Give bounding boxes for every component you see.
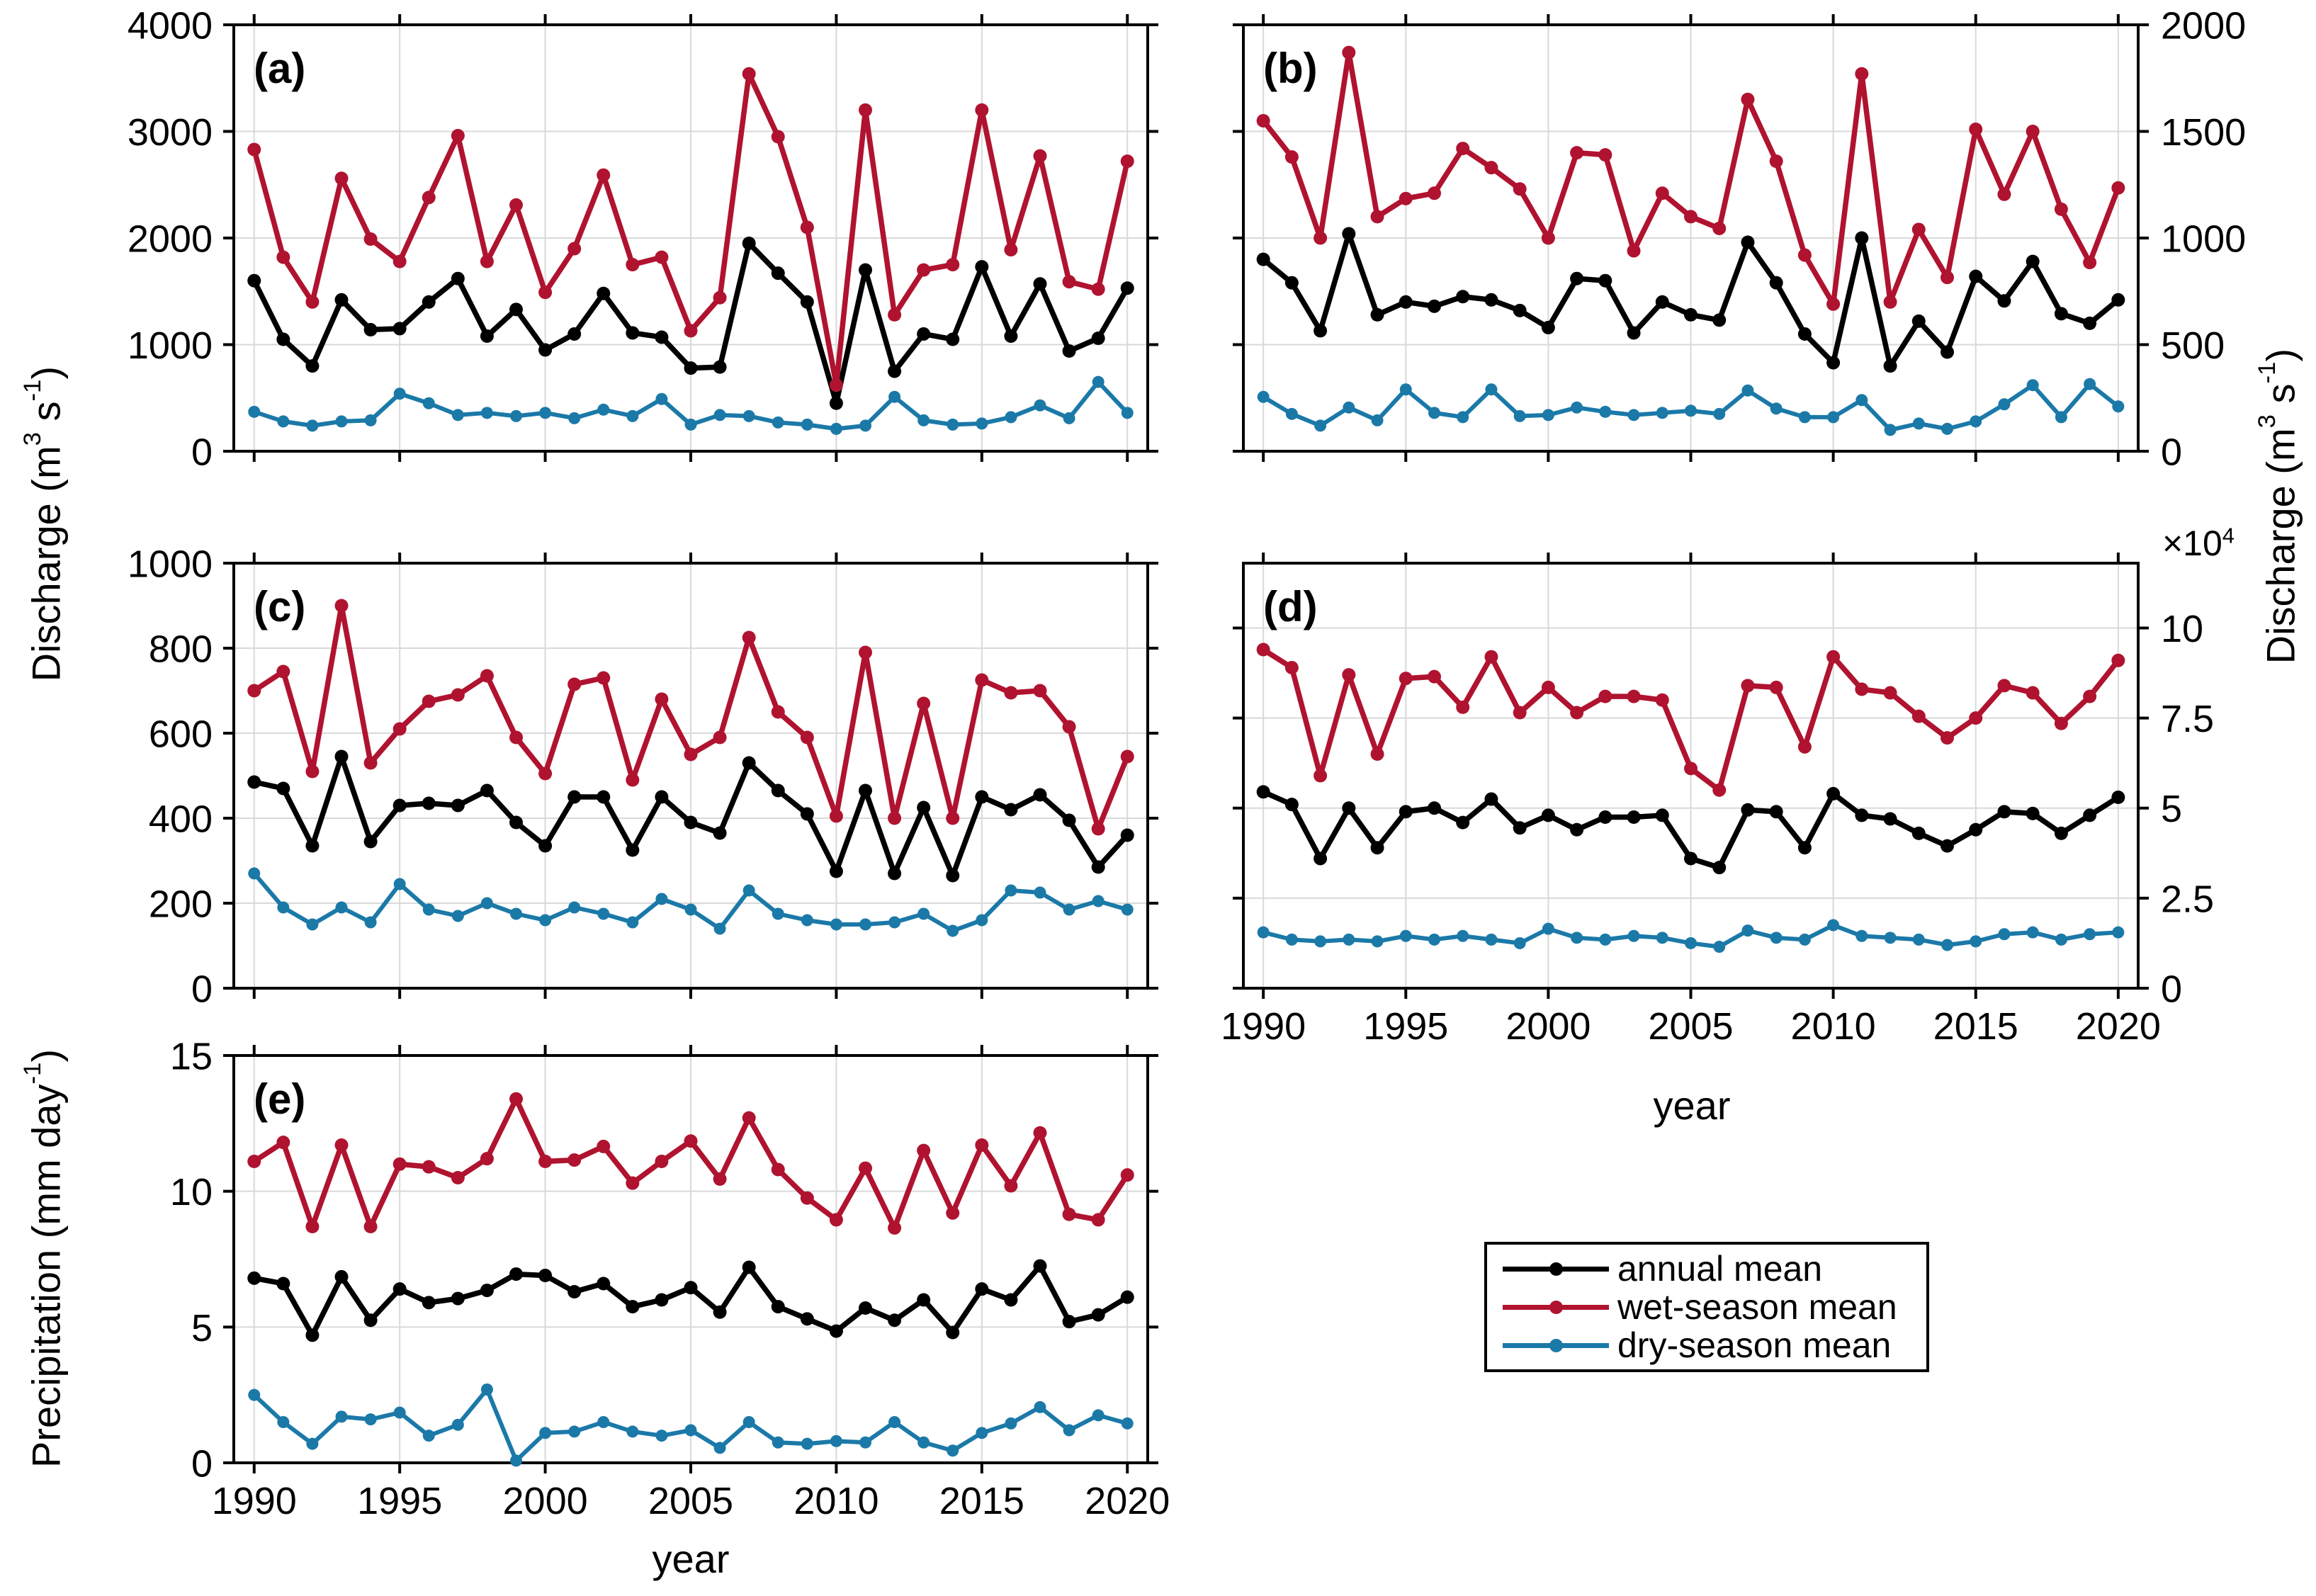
ytick-label: 1500 [2161, 111, 2246, 154]
ytick-label: 0 [191, 431, 213, 473]
panel-label-a: (a) [254, 45, 305, 92]
ytick-label: 2.5 [2161, 878, 2214, 920]
ytick-label: 0 [2161, 968, 2182, 1010]
legend-label: wet-season mean [1617, 1287, 1897, 1327]
xtick-label: 2000 [503, 1480, 588, 1522]
y-axis-label-discharge-right: Discharge (m3 s-1) [2253, 349, 2303, 664]
xtick-label: 1990 [1221, 1005, 1306, 1048]
panel-d: 0 2.5 5 7.5 10 1990 1995 2000 2005 2010 2015 2020 (d… [1221, 553, 2214, 1048]
xtick-label: 2005 [1648, 1005, 1733, 1048]
ytick-label: 7.5 [2161, 698, 2214, 740]
ytick-label: 10 [170, 1171, 213, 1213]
panel-label-c: (c) [254, 583, 305, 630]
ytick-label: 1000 [2161, 217, 2246, 260]
ytick-label: 600 [149, 713, 213, 755]
ytick-label: 500 [2161, 324, 2225, 367]
ytick-label: 200 [149, 883, 213, 925]
ytick-label: 800 [149, 628, 213, 670]
xtick-label: 2020 [2076, 1005, 2161, 1048]
xtick-label: 1995 [1363, 1005, 1448, 1048]
legend-label: dry-season mean [1617, 1325, 1892, 1365]
annual-mean-line-icon [1503, 1261, 1609, 1277]
xtick-label: 2015 [939, 1480, 1024, 1522]
dry-season-mean-line-icon [1503, 1337, 1609, 1353]
wet-season-mean-line-icon [1503, 1299, 1609, 1315]
panel-a: 0 1000 2000 3000 4000 (a) [128, 4, 1158, 473]
panel-e: 0 5 10 15 1990 1995 2000 2005 2010 2015 2020 (e) [170, 1035, 1170, 1522]
panel-label-d: (d) [1263, 583, 1318, 630]
xtick-label: 2005 [648, 1480, 733, 1522]
xtick-label: 2000 [1506, 1005, 1591, 1048]
panel-c: 0 200 400 600 800 1000 (c) [128, 543, 1158, 1010]
ytick-label: 1000 [128, 543, 213, 585]
xtick-label: 2015 [1933, 1005, 2018, 1048]
ytick-label: 15 [170, 1035, 213, 1077]
legend-item-wet-season-mean: wet-season mean [1487, 1287, 1926, 1327]
ytick-label: 400 [149, 798, 213, 840]
xtick-label: 2020 [1085, 1480, 1170, 1522]
legend: annual mean wet-season mean dry-season m… [1484, 1242, 1929, 1372]
ytick-label: 5 [2161, 788, 2182, 830]
ytick-label: 5 [191, 1307, 213, 1349]
ytick-label: 3000 [128, 111, 213, 154]
x-axis-label-year-panel-e: year [652, 1536, 730, 1581]
ytick-label: 0 [191, 1442, 213, 1485]
panel-label-b: (b) [1263, 45, 1318, 92]
ytick-label: 2000 [2161, 4, 2246, 47]
y-axis-label-discharge-left: Discharge (m3 s-1) [18, 366, 69, 682]
legend-label: annual mean [1617, 1249, 1823, 1289]
y-axis-multiplier-label: ×104 [2162, 523, 2235, 563]
ytick-label: 1000 [128, 324, 213, 367]
y-axis-label-precipitation: Precipitation (mm day-1) [18, 1049, 69, 1468]
xtick-label: 1995 [357, 1480, 442, 1522]
panel-b: 0 500 1000 1500 2000 (b) [1233, 4, 2246, 473]
ytick-label: 0 [191, 968, 213, 1010]
ytick-label: 10 [2161, 608, 2203, 650]
ytick-label: 2000 [128, 217, 213, 260]
legend-item-annual-mean: annual mean [1487, 1249, 1926, 1289]
xtick-label: 1990 [212, 1480, 297, 1522]
xtick-label: 2010 [1791, 1005, 1876, 1048]
ytick-label: 4000 [128, 4, 213, 47]
ytick-label: 0 [2161, 431, 2182, 473]
panel-label-e: (e) [254, 1075, 305, 1123]
x-axis-label-year-panel-d: year [1653, 1083, 1731, 1128]
legend-item-dry-season-mean: dry-season mean [1487, 1325, 1926, 1365]
xtick-label: 2010 [793, 1480, 879, 1522]
